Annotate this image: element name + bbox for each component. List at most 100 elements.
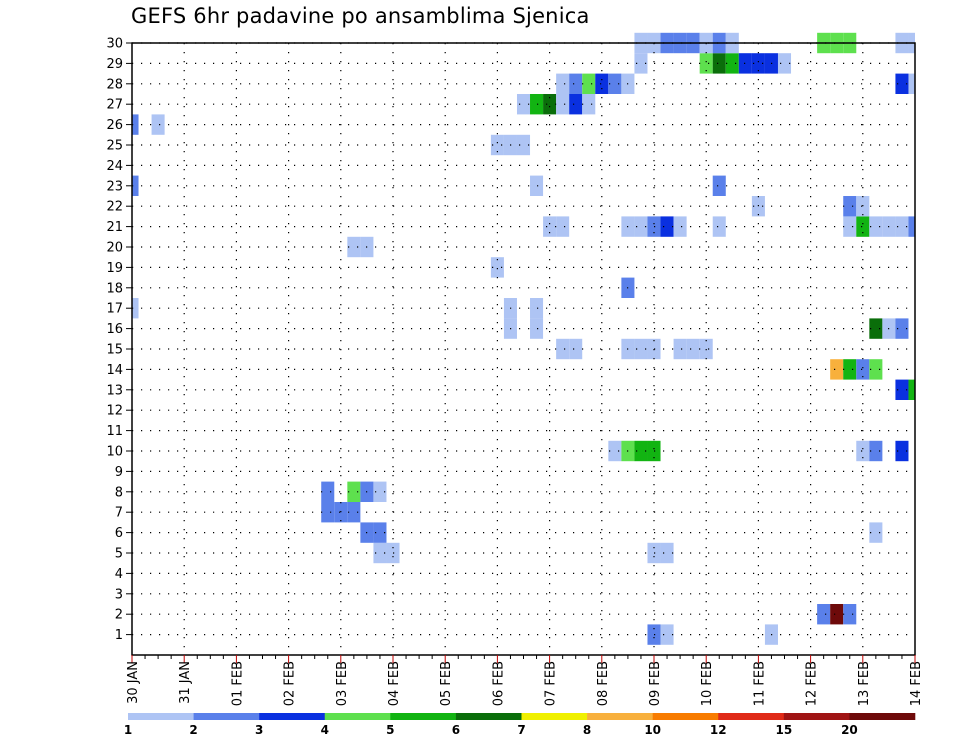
heatmap-cell — [725, 53, 739, 74]
heatmap-cell — [869, 440, 883, 462]
heatmap-cell — [817, 604, 831, 625]
heatmap-cell — [895, 318, 909, 339]
legend-label: 8 — [583, 723, 591, 737]
heatmap-cell — [556, 73, 570, 94]
legend-label: 2 — [189, 723, 197, 737]
heatmap-cell — [843, 359, 857, 380]
x-date-label: 07 FEB — [544, 661, 559, 706]
heatmap-cell — [699, 53, 713, 74]
heatmap-cell — [582, 94, 596, 115]
legend-label: 6 — [452, 723, 460, 737]
legend-label: 7 — [517, 723, 525, 737]
y-tick-label: 20 — [106, 241, 123, 256]
x-date-label: 06 FEB — [491, 661, 506, 706]
heatmap-cell — [132, 175, 139, 196]
heatmap-cell — [347, 481, 361, 502]
legend-label: 15 — [775, 723, 792, 737]
heatmap-cell — [895, 73, 909, 94]
x-date-label: 13 FEB — [857, 661, 872, 706]
legend-swatch — [652, 713, 719, 720]
x-date-label: 05 FEB — [439, 661, 454, 706]
y-tick-label: 27 — [106, 98, 123, 113]
y-tick-label: 13 — [106, 383, 123, 398]
legend-swatch — [587, 713, 653, 720]
heatmap-cell — [660, 216, 674, 237]
heatmap-cell — [556, 94, 570, 115]
heatmap-cell — [634, 440, 648, 462]
heatmap-cell — [608, 73, 622, 94]
heatmap-cell — [634, 216, 648, 237]
x-date-label: 11 FEB — [752, 661, 767, 706]
heatmap-cell — [543, 216, 557, 237]
heatmap-cell — [516, 134, 531, 156]
y-tick-label: 5 — [115, 547, 123, 562]
legend-swatch — [390, 713, 457, 720]
legend-swatch — [849, 713, 916, 720]
heatmap-cell — [856, 216, 870, 237]
heatmap-cell — [321, 481, 335, 502]
heatmap-cell — [608, 440, 622, 462]
heatmap-cell — [895, 379, 909, 400]
y-tick-label: 28 — [106, 77, 123, 92]
legend-swatch — [718, 713, 785, 720]
heatmap-cell — [673, 338, 687, 360]
y-tick-label: 23 — [106, 179, 123, 194]
heatmap-cell — [843, 216, 857, 237]
heatmap-cell — [373, 522, 387, 543]
heatmap-cell — [151, 114, 165, 135]
y-tick-label: 16 — [106, 322, 123, 337]
legend-swatch — [193, 713, 260, 720]
chart-title: GEFS 6hr padavine po ansamblima Sjenica — [131, 4, 590, 28]
x-date-label: 14 FEB — [909, 661, 924, 706]
legend-label: 10 — [644, 723, 661, 737]
x-date-label: 08 FEB — [596, 661, 611, 706]
x-date-label: 01 FEB — [230, 661, 245, 706]
heatmap-cell — [712, 175, 726, 196]
x-date-label: 03 FEB — [335, 661, 350, 706]
heatmap-cell — [712, 216, 726, 237]
heatmap-cell — [595, 73, 609, 94]
cells-layer — [132, 32, 915, 645]
x-date-label: 12 FEB — [805, 661, 820, 706]
y-tick-label: 25 — [106, 139, 123, 154]
legend-swatch — [324, 713, 391, 720]
heatmap-cell — [569, 73, 583, 94]
x-date-label: 02 FEB — [283, 661, 298, 706]
heatmap-cell — [738, 53, 752, 74]
y-tick-label: 11 — [106, 424, 123, 439]
y-tick-label: 8 — [115, 485, 123, 500]
heatmap-cell — [373, 481, 387, 502]
heatmap-cell — [660, 542, 674, 564]
heatmap-cell — [751, 53, 765, 74]
heatmap-cell — [843, 196, 857, 217]
heatmap-cell — [373, 542, 387, 564]
heatmap-cell — [634, 53, 648, 74]
heatmap-cell — [347, 502, 361, 523]
y-tick-label: 1 — [115, 628, 123, 643]
y-tick-label: 30 — [106, 37, 123, 52]
legend-label: 5 — [386, 723, 394, 737]
heatmap-cell — [673, 216, 687, 237]
x-axis: 30 JAN 31 JAN 01 FEB 02 FEB 03 FEB 04 FEB 05 F… — [126, 655, 924, 706]
heatmap-cell — [634, 338, 648, 360]
y-tick-label: 3 — [115, 587, 123, 602]
x-date-label: 04 FEB — [387, 661, 402, 706]
heatmap-cell — [556, 216, 570, 237]
heatmap-cell — [569, 338, 583, 360]
y-tick-label: 24 — [106, 159, 123, 174]
heatmap-cell — [321, 502, 335, 523]
heatmap-cell — [347, 236, 361, 258]
y-tick-label: 29 — [106, 57, 123, 72]
heatmap-cell — [530, 175, 544, 196]
heatmap-cell — [830, 604, 844, 625]
heatmap-cell — [856, 359, 870, 380]
y-tick-label: 7 — [115, 506, 123, 521]
legend-swatch — [455, 713, 522, 720]
y-tick-label: 6 — [115, 526, 123, 541]
heatmap-cell — [869, 359, 883, 380]
heatmap-cell — [490, 257, 504, 278]
legend-label: 1 — [124, 723, 132, 737]
x-date-label: 09 FEB — [648, 661, 663, 706]
y-tick-label: 14 — [106, 363, 123, 378]
heatmap-cell — [869, 522, 883, 543]
